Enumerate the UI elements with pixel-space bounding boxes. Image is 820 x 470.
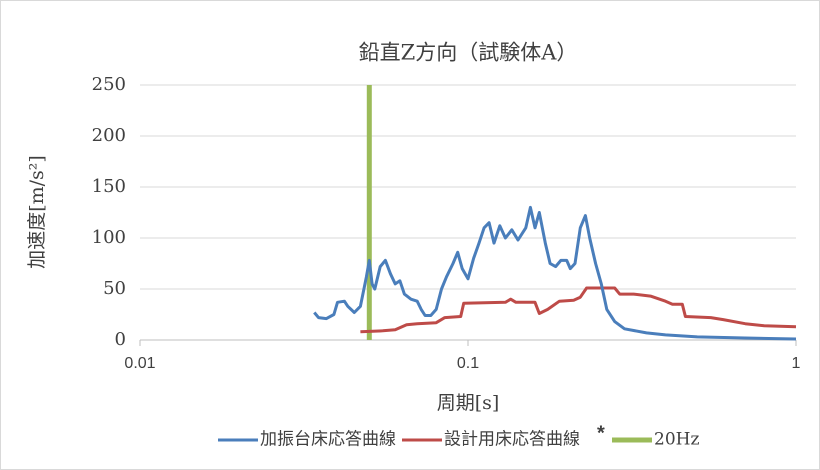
y-tick-label: 250 (92, 74, 126, 95)
annotation: * (597, 422, 605, 444)
y-axis-label: 加速度[m/s²] (26, 155, 48, 269)
x-tick-label: 0.1 (457, 355, 479, 372)
series-line (360, 286, 797, 334)
x-tick-label: 0.01 (124, 355, 155, 372)
legend-label: 設計用床応答曲線 (444, 430, 580, 450)
series-line (313, 205, 797, 341)
x-axis-label: 周期[s] (437, 392, 500, 414)
legend-label: 20Hz (654, 430, 699, 450)
y-tick-label: 200 (92, 125, 126, 146)
y-tick-label: 100 (92, 227, 126, 248)
x-tick-label: 1 (792, 355, 801, 372)
chart-title: 鉛直Z方向（試験体A） (359, 41, 578, 65)
y-tick-label: 150 (92, 176, 126, 197)
y-tick-label: 50 (103, 278, 126, 299)
y-tick-label: 0 (115, 329, 126, 350)
legend-label: 加振台床応答曲線 (260, 430, 396, 450)
